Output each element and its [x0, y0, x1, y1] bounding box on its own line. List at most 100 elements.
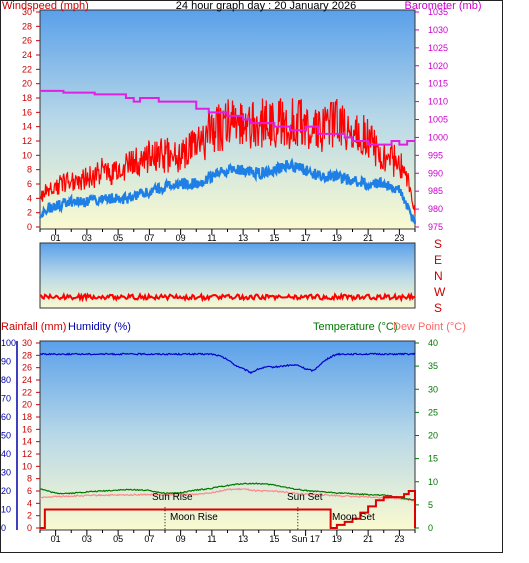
temperature-tick-label: 35: [428, 361, 438, 371]
windspeed-tick-label: 26: [22, 36, 32, 46]
temperature-tick-label: 10: [428, 477, 438, 487]
windspeed-tick-label: 0: [27, 222, 32, 232]
hour-tick-label: 19: [332, 233, 342, 243]
windspeed-axis-label: Windspeed (mph): [2, 0, 89, 12]
windspeed-tick-label: 2: [27, 208, 32, 218]
windspeed-tick-label: 22: [22, 64, 32, 74]
direction-label-s-top: S: [434, 237, 442, 251]
barometer-axis-label: Barometer (mb): [404, 0, 481, 12]
humidity-tick-label: 0: [1, 523, 6, 533]
hour-tick-label: 05: [113, 233, 123, 243]
hour-tick-label: 21: [363, 233, 373, 243]
rainfall-tick-label: 6: [27, 486, 32, 496]
hour-tick-label: 15: [269, 233, 279, 243]
hour-tick-label: 09: [176, 534, 186, 544]
humidity-tick-label: 10: [1, 505, 11, 515]
barometer-series: [40, 89, 415, 146]
rainfall-tick-label: 20: [22, 400, 32, 410]
rainfall-tick-label: 18: [22, 412, 32, 422]
barometer-tick-label: 1035: [428, 7, 448, 17]
direction-label-n: N: [434, 269, 443, 283]
temperature-tick-label: 20: [428, 431, 438, 441]
direction-label-s-bottom: S: [434, 301, 442, 315]
windspeed-tick-label: 30: [22, 7, 32, 17]
dewpoint-series: [39, 487, 416, 502]
temperature-tick-label: 40: [428, 338, 438, 348]
barometer-tick-label: 995: [428, 150, 443, 160]
barometer-tick-label: 1025: [428, 43, 448, 53]
humidity-tick-label: 70: [1, 394, 11, 404]
hour-tick-label: 13: [238, 233, 248, 243]
barometer-tick-label: 1005: [428, 115, 448, 125]
barometer-tick-label: 985: [428, 186, 443, 196]
temperature-tick-label: 15: [428, 454, 438, 464]
rainfall-tick-label: 22: [22, 387, 32, 397]
hour-tick-label: Sun 17: [291, 534, 320, 544]
wind-gust-series: [39, 98, 416, 215]
windspeed-tick-label: 24: [22, 50, 32, 60]
hour-tick-label: 13: [238, 534, 248, 544]
barometer-tick-label: 980: [428, 204, 443, 214]
rainfall-series: [40, 490, 416, 529]
direction-label-e: E: [434, 253, 442, 267]
humidity-tick-label: 20: [1, 486, 11, 496]
rainfall-axis-label: Rainfall (mm): [1, 321, 66, 333]
hour-tick-label: 05: [113, 534, 123, 544]
rainfall-tick-label: 30: [22, 338, 32, 348]
moon-rise-label: Moon Rise: [170, 512, 218, 523]
temp-panel-background: [39, 340, 416, 531]
windspeed-tick-label: 18: [22, 93, 32, 103]
moon-set-label: Moon Set: [332, 512, 375, 523]
windspeed-tick-label: 8: [27, 165, 32, 175]
rainfall-tick-label: 2: [27, 511, 32, 521]
hour-tick-label: 11: [207, 233, 216, 243]
hour-tick-label: 19: [332, 534, 342, 544]
hour-tick-label: 03: [82, 534, 92, 544]
direction-label-w: W: [434, 285, 446, 299]
hour-tick-label: 07: [144, 233, 154, 243]
humidity-tick-label: 100: [1, 338, 16, 348]
windspeed-tick-label: 10: [22, 150, 32, 160]
rainfall-tick-label: 24: [22, 375, 32, 385]
rainfall-tick-label: 14: [22, 437, 32, 447]
windspeed-tick-label: 6: [27, 179, 32, 189]
rainfall-tick-label: 4: [27, 498, 32, 508]
barometer-tick-label: 1015: [428, 79, 448, 89]
barometer-tick-label: 1030: [428, 25, 448, 35]
temperature-tick-label: 0: [428, 523, 433, 533]
barometer-tick-label: 1000: [428, 132, 448, 142]
windspeed-tick-label: 28: [22, 21, 32, 31]
outer-frame: [0, 0, 503, 553]
barometer-tick-label: 975: [428, 222, 443, 232]
hour-tick-label: 01: [51, 534, 61, 544]
windspeed-tick-label: 20: [22, 79, 32, 89]
barometer-tick-label: 1010: [428, 97, 448, 107]
graph-title: 24 hour graph day : 20 January 2026: [176, 0, 356, 12]
temperature-series: [39, 482, 416, 502]
rainfall-tick-label: 10: [22, 461, 32, 471]
humidity-tick-label: 50: [1, 431, 11, 441]
humidity-tick-label: 90: [1, 357, 11, 367]
sun-rise-label: Sun Rise: [152, 492, 193, 503]
rainfall-tick-label: 28: [22, 350, 32, 360]
hour-tick-label: 09: [176, 233, 186, 243]
hour-tick-label: 21: [363, 534, 373, 544]
wind-average-series: [38, 157, 417, 225]
hour-tick-label: 01: [51, 233, 61, 243]
rainfall-tick-label: 26: [22, 363, 32, 373]
temperature-tick-label: 30: [428, 384, 438, 394]
rainfall-tick-label: 8: [27, 474, 32, 484]
hour-tick-label: 15: [269, 534, 279, 544]
rainfall-tick-label: 12: [22, 449, 32, 459]
hour-tick-label: 17: [301, 233, 311, 243]
humidity-tick-label: 80: [1, 375, 11, 385]
humidity-axis-label: Humidity (%): [68, 321, 131, 333]
dewpoint-axis-label: Dew Point (°C): [393, 321, 466, 333]
temperature-tick-label: 25: [428, 407, 438, 417]
hour-tick-label: 03: [82, 233, 92, 243]
temperature-tick-label: 5: [428, 500, 433, 510]
sun-set-label: Sun Set: [287, 492, 323, 503]
humidity-tick-label: 60: [1, 412, 11, 422]
